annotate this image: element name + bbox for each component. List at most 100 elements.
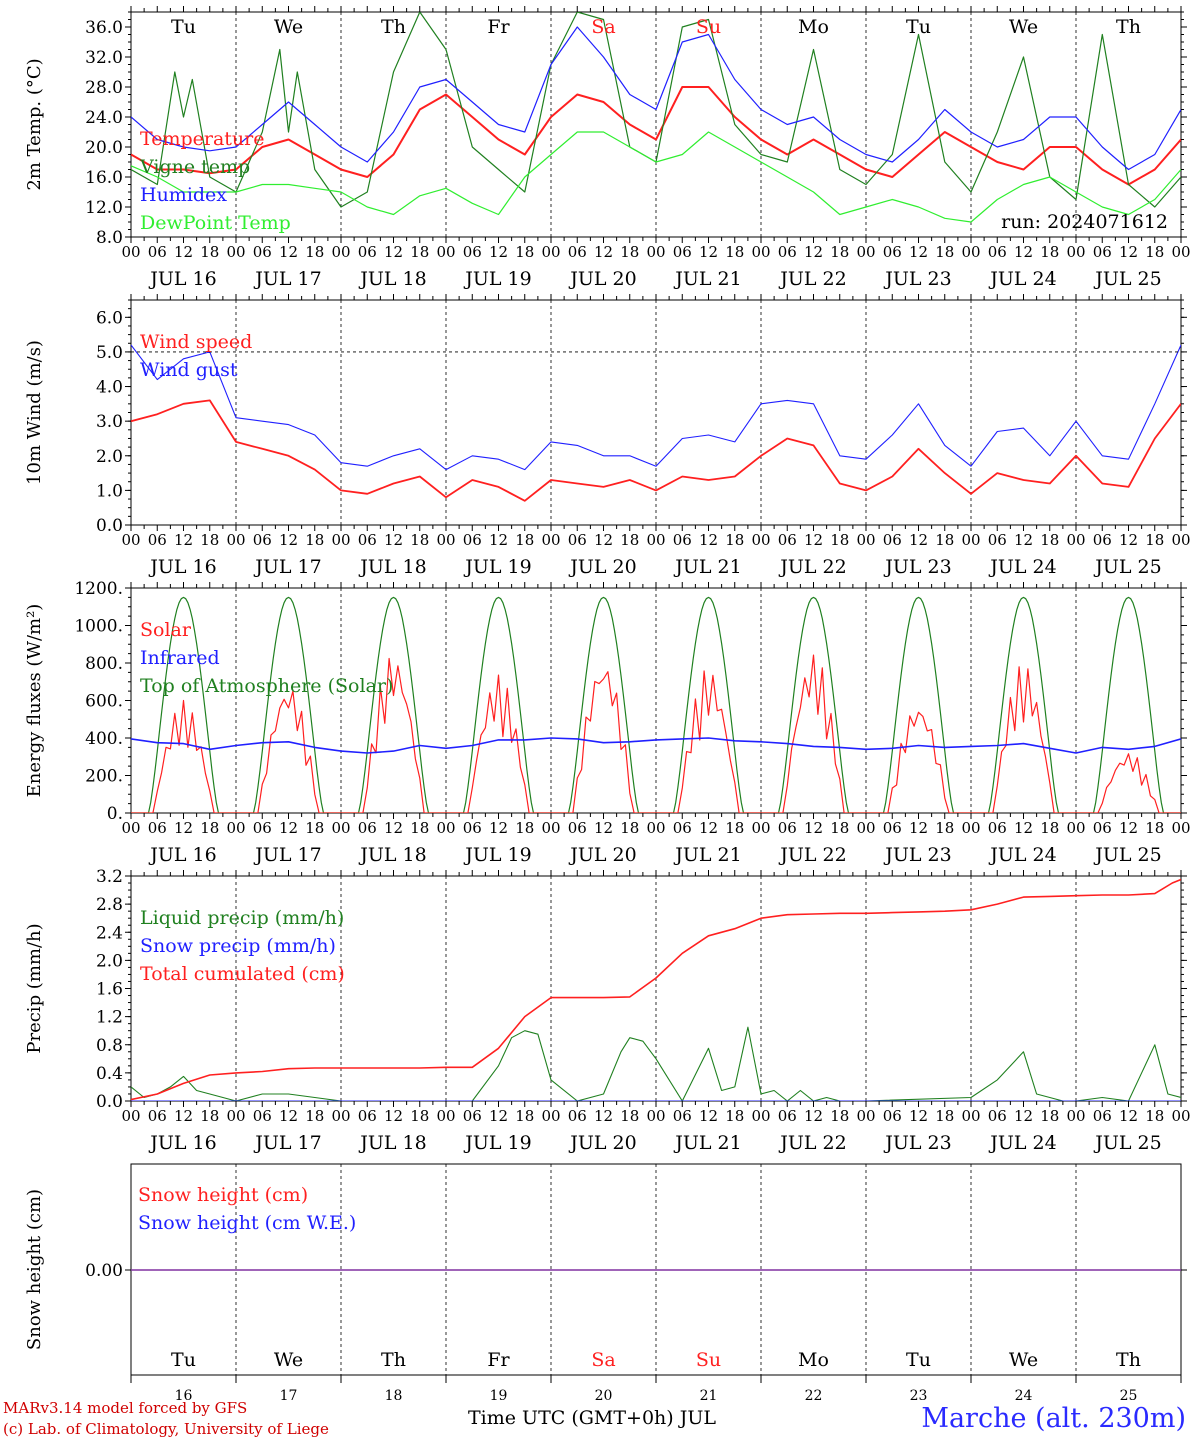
y-tick-label: 0.4 — [96, 1064, 123, 1084]
x-hour-label: 18 — [620, 243, 639, 261]
y-tick-label: 24.0 — [85, 108, 123, 128]
x-hour-label: 00 — [856, 531, 875, 549]
x-hour-label: 18 — [410, 531, 429, 549]
x-hour-label: 12 — [1119, 1107, 1138, 1125]
toa-solar-line — [971, 596, 1076, 813]
panel-1: 2m Temp. (°C) 8.0 12.0 16.0 20.0 24.0 28.0 32.0… — [24, 6, 1191, 290]
x-hour-label: 06 — [988, 1107, 1007, 1125]
x-hour-label: 06 — [673, 243, 692, 261]
y-tick-label: 4.0 — [96, 378, 123, 398]
day-number-label: 16 — [175, 1388, 193, 1404]
y-tick-label: 8.0 — [96, 228, 123, 248]
x-hour-label: 00 — [226, 1107, 245, 1125]
x-hour-label: 12 — [384, 531, 403, 549]
x-hour-label: 06 — [988, 531, 1007, 549]
toa-solar-line — [551, 596, 656, 813]
x-date-label: JUL 22 — [778, 268, 846, 290]
x-hour-label: 00 — [1171, 1107, 1190, 1125]
x-hour-label: 06 — [778, 1107, 797, 1125]
y-tick-label: 1.6 — [96, 980, 123, 1000]
y-tick-label: 28.0 — [85, 78, 123, 98]
x-hour-label: 00 — [751, 819, 770, 837]
x-date-label: JUL 17 — [253, 844, 321, 866]
weekday-label: We — [274, 1349, 303, 1371]
y-tick-label: 600. — [85, 692, 123, 712]
x-hour-label: 00 — [1066, 1107, 1085, 1125]
x-date-label: JUL 16 — [148, 556, 216, 578]
solar-line — [866, 711, 971, 813]
x-hour-label: 06 — [148, 819, 167, 837]
x-date-label: JUL 18 — [358, 1132, 426, 1154]
x-hour-label: 06 — [253, 819, 272, 837]
x-date-label: JUL 18 — [358, 268, 426, 290]
x-hour-label: 18 — [1040, 243, 1059, 261]
solar-line — [131, 699, 236, 813]
x-date-label: JUL 17 — [253, 268, 321, 290]
x-hour-label: 18 — [305, 1107, 324, 1125]
x-hour-label: 18 — [200, 243, 219, 261]
series-line-wind-speed — [131, 399, 1181, 502]
x-hour-label: 12 — [699, 819, 718, 837]
x-hour-label: 12 — [1119, 531, 1138, 549]
x-hour-label: 00 — [1066, 819, 1085, 837]
panel-5: Snow height (cm) 0.00 Snow height (cm) Snow… — [24, 1163, 1187, 1404]
x-date-label: JUL 23 — [883, 268, 951, 290]
solar-line — [761, 654, 866, 813]
x-hour-label: 12 — [279, 1107, 298, 1125]
x-hour-label: 00 — [121, 243, 140, 261]
x-hour-label: 18 — [935, 1107, 954, 1125]
x-hour-label: 06 — [883, 819, 902, 837]
y-tick-label: 2.0 — [96, 951, 123, 971]
x-hour-label: 18 — [620, 819, 639, 837]
y-tick-label: 0.8 — [96, 1036, 123, 1056]
x-hour-label: 06 — [358, 531, 377, 549]
weekday-label: Su — [696, 16, 721, 38]
y-tick-label: 1000. — [74, 617, 123, 637]
x-hour-label: 12 — [1014, 819, 1033, 837]
day-number-label: 21 — [700, 1388, 718, 1404]
weekday-label: Mo — [798, 1349, 829, 1371]
x-hour-label: 00 — [961, 819, 980, 837]
x-hour-label: 12 — [174, 531, 193, 549]
y-tick-label: 400. — [85, 729, 123, 749]
solar-line — [971, 666, 1076, 813]
day-number-label: 24 — [1015, 1388, 1033, 1404]
weekday-label: Th — [381, 16, 406, 38]
x-date-label: JUL 25 — [1093, 268, 1161, 290]
series-line-dewpoint-temp — [131, 131, 1181, 223]
x-hour-label: 00 — [646, 531, 665, 549]
y-tick-label: 0.00 — [85, 1261, 123, 1281]
series-line-vigne-temp — [131, 12, 1181, 208]
y-axis-title: Precip (mm/h) — [24, 923, 45, 1053]
x-date-label: JUL 24 — [988, 1132, 1056, 1154]
x-date-label: JUL 16 — [148, 268, 216, 290]
toa-solar-line — [446, 596, 551, 813]
x-hour-label: 12 — [1014, 1107, 1033, 1125]
x-hour-label: 00 — [646, 819, 665, 837]
x-hour-label: 00 — [751, 1107, 770, 1125]
solar-line — [1076, 753, 1181, 813]
x-hour-label: 00 — [226, 531, 245, 549]
toa-solar-line — [131, 596, 236, 813]
x-hour-label: 06 — [673, 1107, 692, 1125]
x-date-label: JUL 21 — [673, 556, 741, 578]
series-line-humidex — [131, 26, 1181, 171]
weekday-label: Fr — [487, 16, 510, 38]
y-tick-label: 800. — [85, 654, 123, 674]
x-hour-label: 18 — [1145, 531, 1164, 549]
x-hour-label: 12 — [909, 819, 928, 837]
x-hour-label: 18 — [725, 1107, 744, 1125]
x-hour-label: 12 — [909, 531, 928, 549]
legend-entry: Solar — [140, 619, 192, 641]
x-date-label: JUL 23 — [883, 556, 951, 578]
x-hour-label: 18 — [620, 531, 639, 549]
x-hour-label: 06 — [988, 243, 1007, 261]
x-hour-label: 06 — [673, 531, 692, 549]
day-number-label: 23 — [910, 1388, 928, 1404]
x-hour-label: 06 — [673, 819, 692, 837]
x-hour-label: 18 — [200, 531, 219, 549]
x-hour-label: 00 — [541, 1107, 560, 1125]
y-tick-label: 20.0 — [85, 138, 123, 158]
day-number-label: 20 — [595, 1388, 613, 1404]
x-date-label: JUL 25 — [1093, 556, 1161, 578]
